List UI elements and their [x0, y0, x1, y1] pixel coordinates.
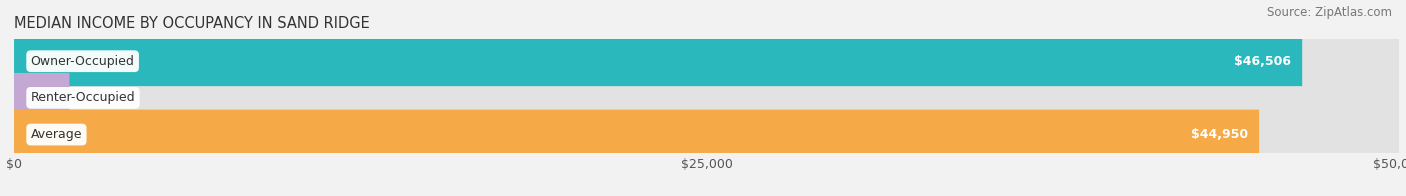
Text: $44,950: $44,950: [1191, 128, 1249, 141]
Text: Owner-Occupied: Owner-Occupied: [31, 55, 135, 68]
Text: $46,506: $46,506: [1234, 55, 1291, 68]
FancyBboxPatch shape: [14, 36, 1399, 86]
Text: MEDIAN INCOME BY OCCUPANCY IN SAND RIDGE: MEDIAN INCOME BY OCCUPANCY IN SAND RIDGE: [14, 16, 370, 31]
FancyBboxPatch shape: [14, 36, 1302, 86]
FancyBboxPatch shape: [14, 73, 69, 123]
Text: Average: Average: [31, 128, 82, 141]
FancyBboxPatch shape: [14, 73, 1399, 123]
Text: Source: ZipAtlas.com: Source: ZipAtlas.com: [1267, 6, 1392, 19]
Text: $0: $0: [91, 91, 108, 104]
Text: Renter-Occupied: Renter-Occupied: [31, 91, 135, 104]
FancyBboxPatch shape: [14, 110, 1260, 160]
FancyBboxPatch shape: [14, 110, 1399, 160]
